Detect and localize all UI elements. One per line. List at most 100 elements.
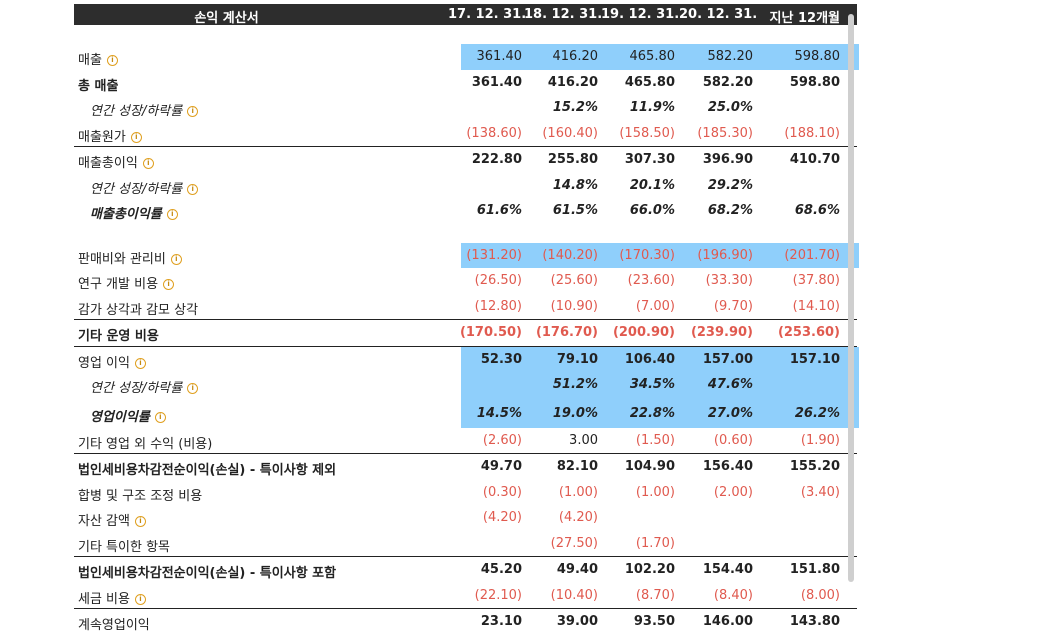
- row-label: 판매비와 관리비 i: [78, 248, 182, 267]
- info-icon[interactable]: i: [166, 209, 178, 220]
- row-label: 기타 특이한 항목: [78, 536, 170, 555]
- row-label: 자산 감액 i: [78, 510, 146, 529]
- cell-cont-ops-col0: 23.10: [480, 614, 522, 629]
- row-label: 법인세비용차감전순이익(손실) - 특이사항 제외: [78, 459, 336, 478]
- info-icon[interactable]: i: [134, 593, 146, 605]
- row-label-text: 감가 상각과 감모 상각: [78, 302, 199, 318]
- vertical-scrollbar[interactable]: [848, 14, 854, 582]
- row-label-text: 법인세비용차감전순이익(손실) - 특이사항 포함: [78, 566, 337, 581]
- info-icon[interactable]: i: [130, 131, 142, 143]
- cell-gp-growth-col2: 20.1%: [629, 177, 675, 193]
- cell-gp-margin-col1: 61.5%: [552, 203, 598, 218]
- cell-gross-profit-col2: 307.30: [624, 152, 675, 167]
- cell-total-revenue-col2: 465.80: [624, 74, 675, 90]
- highlight-band: [461, 346, 859, 372]
- spacer-row: [74, 25, 857, 44]
- cell-other-opex-col0: (170.50): [459, 325, 522, 340]
- cell-dna-col4: (14.10): [792, 298, 840, 314]
- info-icon[interactable]: i: [154, 411, 166, 423]
- cell-dna-col1: (10.90): [550, 298, 598, 314]
- col-header-2019: 19. 12. 31.: [601, 7, 680, 22]
- cell-revenue-col2: 465.80: [629, 49, 676, 64]
- cell-merger-col4: (3.40): [800, 484, 840, 500]
- cell-other-unusual-col2: (1.70): [635, 535, 675, 551]
- row-label-text: 기타 운영 비용: [78, 329, 159, 344]
- spacer-row: [74, 224, 857, 243]
- row-other-nonop: 기타 영업 외 수익 (비용) (2.60) 3.00 (1.50) (0.60) (1.…: [74, 428, 857, 454]
- cell-revenue-col1: 416.20: [552, 49, 599, 64]
- row-total-revenue: 총 매출 361.40 416.20 465.80 582.20 598.80: [74, 70, 857, 96]
- cell-gross-profit-col1: 255.80: [547, 152, 598, 167]
- cell-other-opex-col2: (200.90): [612, 325, 675, 340]
- info-icon[interactable]: i: [187, 106, 199, 117]
- row-other-opex: 기타 운영 비용 (170.50) (176.70) (200.90) (239.90)…: [74, 319, 857, 346]
- col-header-2018: 18. 12. 31.: [524, 7, 603, 22]
- cell-merger-col3: (2.00): [713, 484, 753, 500]
- col-header-2017: 17. 12. 31.: [448, 7, 527, 22]
- cell-op-income-col2: 106.40: [624, 351, 675, 367]
- row-label-text: 매출총이익률: [90, 207, 162, 222]
- row-other-unusual: 기타 특이한 항목 (27.50) (1.70): [74, 531, 857, 557]
- cell-other-opex-col3: (239.90): [690, 325, 753, 340]
- info-icon[interactable]: i: [163, 279, 175, 290]
- cell-cogs-col1: (160.40): [542, 125, 598, 141]
- info-icon[interactable]: i: [134, 357, 146, 369]
- row-label: 감가 상각과 감모 상각: [78, 299, 198, 318]
- row-gp-margin: 매출총이익률 i 61.6% 61.5% 66.0% 68.2% 68.6%: [74, 198, 857, 224]
- cell-op-margin-col0: 14.5%: [476, 405, 522, 421]
- cell-op-growth-col1: 51.2%: [552, 377, 598, 392]
- row-label-text: 기타 영업 외 수익 (비용): [78, 436, 213, 452]
- cell-sga-col1: (140.20): [542, 247, 598, 263]
- row-label: 매출 i: [78, 49, 118, 68]
- info-icon[interactable]: i: [134, 516, 146, 527]
- row-label: 세금 비용 i: [78, 588, 146, 607]
- info-icon[interactable]: i: [106, 55, 118, 66]
- row-label-text: 연간 성장/하락률: [90, 104, 183, 119]
- row-label-text: 매출: [78, 53, 102, 68]
- cell-total-revenue-col1: 416.20: [547, 74, 598, 90]
- cell-op-income-col0: 52.30: [480, 351, 522, 367]
- row-tax: 세금 비용 i (22.10) (10.40) (8.70) (8.40) (8.00): [74, 583, 857, 609]
- cell-rnd-col0: (26.50): [474, 273, 522, 288]
- cell-sga-col3: (196.90): [697, 247, 753, 263]
- row-label: 매출총이익 i: [78, 152, 154, 171]
- row-label-text: 판매비와 관리비: [78, 251, 166, 267]
- cell-revenue-col4: 598.80: [794, 49, 841, 64]
- cell-gross-profit-col3: 396.90: [702, 152, 753, 167]
- cell-merger-col0: (0.30): [482, 484, 522, 500]
- row-label: 매출원가 i: [78, 126, 142, 145]
- row-label-text: 자산 감액: [78, 514, 130, 529]
- cell-other-nonop-col4: (1.90): [800, 432, 840, 448]
- row-label: 매출총이익률 i: [90, 203, 178, 222]
- income-statement-table: 손익 계산서 17. 12. 31. 18. 12. 31. 19. 12. 3…: [74, 4, 859, 635]
- cell-other-nonop-col2: (1.50): [635, 432, 675, 448]
- row-cont-ops: 계속영업이익 23.10 39.00 93.50 146.00 143.80: [74, 608, 857, 635]
- statement-title: 손익 계산서: [194, 11, 259, 26]
- row-label: 법인세비용차감전순이익(손실) - 특이사항 포함: [78, 562, 336, 581]
- cell-ebt-excl-col2: 104.90: [624, 459, 675, 474]
- row-dna: 감가 상각과 감모 상각 (12.80) (10.90) (7.00) (9.70) (1…: [74, 294, 857, 320]
- row-label-text: 영업 이익: [78, 355, 130, 371]
- cell-ebt-incl-col0: 45.20: [480, 562, 522, 577]
- info-icon[interactable]: i: [170, 253, 182, 265]
- cell-total-revenue-col0: 361.40: [471, 74, 522, 90]
- row-label: 기타 운영 비용: [78, 325, 159, 344]
- row-sga: 판매비와 관리비 i (131.20) (140.20) (170.30) (196.90…: [74, 242, 859, 268]
- row-label: 연간 성장/하락률 i: [90, 377, 199, 396]
- cell-sga-col4: (201.70): [784, 247, 840, 263]
- cell-merger-col2: (1.00): [635, 484, 675, 500]
- info-icon[interactable]: i: [187, 383, 199, 394]
- cell-gp-margin-col0: 61.6%: [476, 203, 522, 218]
- info-icon[interactable]: i: [187, 183, 199, 195]
- row-label-text: 매출원가: [78, 129, 126, 145]
- cell-op-income-col1: 79.10: [556, 351, 598, 367]
- row-label: 계속영업이익: [78, 614, 150, 633]
- row-label-text: 연구 개발 비용: [78, 277, 159, 292]
- cell-op-margin-col2: 22.8%: [629, 405, 675, 421]
- row-label: 합병 및 구조 조정 비용: [78, 485, 202, 504]
- row-gross-profit: 매출총이익 i 222.80 255.80 307.30 396.90 410.70: [74, 146, 857, 173]
- cell-tax-col4: (8.00): [800, 587, 840, 603]
- cell-impairment-col1: (4.20): [558, 510, 598, 525]
- info-icon[interactable]: i: [142, 158, 154, 169]
- cell-cogs-col2: (158.50): [619, 125, 675, 141]
